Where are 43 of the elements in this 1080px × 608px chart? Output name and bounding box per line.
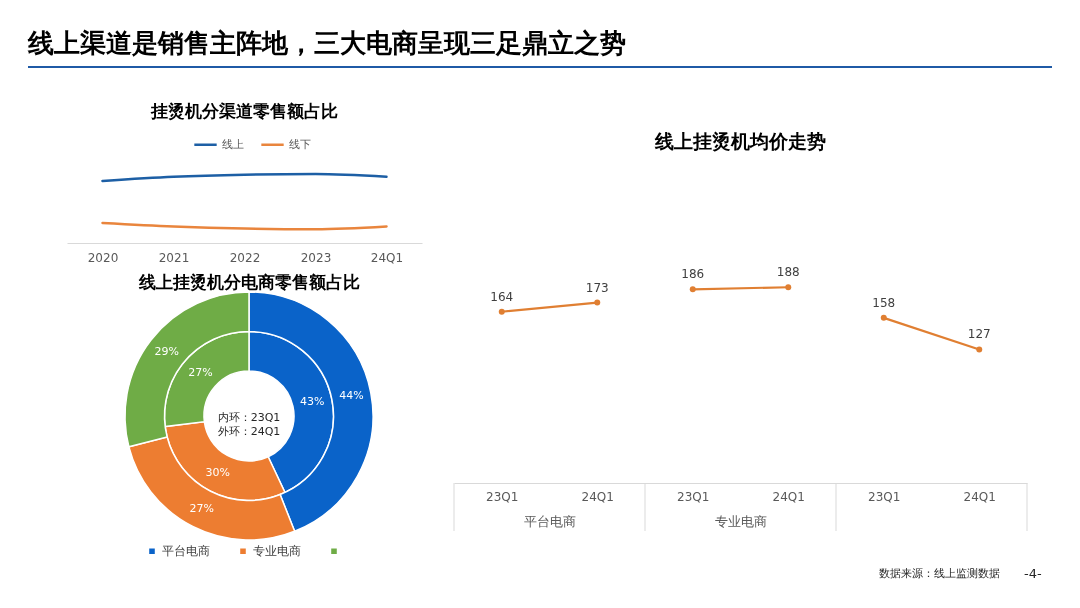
- data-label: 27%: [188, 366, 213, 380]
- data-label: 30%: [205, 465, 231, 479]
- legend-label: 平台电商: [162, 544, 210, 559]
- data-label: 27%: [189, 501, 214, 515]
- point: [594, 299, 601, 306]
- chart-title: 线上挂烫机均价走势: [654, 130, 826, 153]
- x-tick-label: 2023: [300, 250, 332, 265]
- data-label: 188: [776, 265, 800, 280]
- x-tick-label: 2022: [229, 250, 261, 265]
- legend-label: 专业电商: [253, 544, 301, 559]
- point: [880, 314, 887, 321]
- data-label: 127: [967, 327, 991, 342]
- text: -4-: [1024, 566, 1042, 582]
- chart-title: 线上挂烫机分电商零售额占比: [137, 272, 360, 292]
- data-label: 164: [490, 289, 514, 304]
- text: 专业电商: [714, 514, 767, 529]
- text: 平台电商: [523, 514, 576, 529]
- data-label: 186: [681, 267, 705, 282]
- legend-label: 线下: [289, 137, 311, 151]
- x-tick-label: 2020: [87, 250, 119, 265]
- point: [689, 286, 696, 293]
- data-label: 43%: [299, 394, 325, 408]
- text: 内环：23Q1: [217, 411, 281, 424]
- x-tick-label: 24Q1: [963, 489, 996, 504]
- x-tick-label: 24Q1: [772, 489, 805, 504]
- x-tick-label: 24Q1: [581, 489, 614, 504]
- point: [785, 284, 792, 291]
- source-note: 数据来源：线上监测数据: [879, 567, 1000, 581]
- data-label: 44%: [339, 389, 364, 403]
- data-label: 173: [585, 280, 609, 295]
- x-tick-label: 2021: [158, 250, 190, 265]
- point: [976, 346, 983, 353]
- text: 线上渠道是销售主阵地，三大电商呈现三足鼎立之势: [28, 28, 626, 60]
- x-tick-label: 23Q1: [486, 489, 519, 504]
- point: [498, 308, 505, 315]
- chart-title: 挂烫机分渠道零售额占比: [150, 101, 338, 121]
- data-label: 29%: [154, 345, 179, 359]
- data-label: 158: [872, 295, 896, 310]
- x-tick-label: 23Q1: [868, 489, 901, 504]
- text: 外环：24Q1: [217, 425, 281, 438]
- x-tick-label: 23Q1: [677, 489, 710, 504]
- x-tick-label: 24Q1: [370, 250, 404, 265]
- legend-label: 线上: [222, 137, 244, 151]
